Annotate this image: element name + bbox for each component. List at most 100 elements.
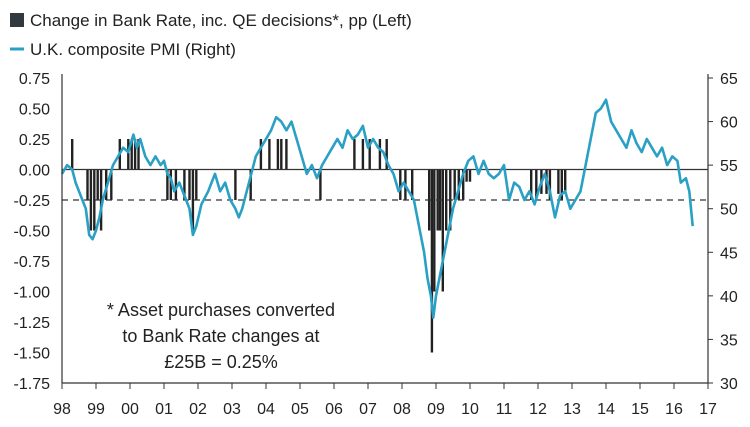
bank-rate-bar: [96, 169, 99, 200]
bank-rate-bar: [441, 169, 444, 292]
bank-rate-bar: [280, 139, 283, 170]
pmi-line: [60, 98, 694, 319]
bank-rate-bar: [530, 169, 533, 200]
right-axis: 65 60 55 50 45 40 35 30: [708, 71, 738, 393]
x-tick-label: 00: [121, 401, 139, 418]
plot-frame: [61, 74, 709, 384]
annotation-line-2: to Bank Rate changes at: [122, 326, 319, 346]
bank-rate-bar: [368, 139, 371, 170]
bank-rate-bar: [137, 139, 140, 170]
bank-rate-bar: [268, 139, 271, 170]
annotation-line-1: * Asset purchases converted: [107, 300, 335, 320]
annotation-line-3: £25B = 0.25%: [164, 352, 278, 372]
bank-rate-bar: [174, 169, 178, 200]
bank-rate-bar: [453, 169, 456, 200]
left-tick-label: 0.00: [19, 163, 50, 180]
x-tick-label: 10: [461, 401, 479, 418]
bank-rate-bar: [234, 169, 237, 200]
bank-rate-bar: [378, 139, 382, 170]
legend: Change in Bank Rate, inc. QE decisions*,…: [10, 11, 412, 59]
bank-rate-bar: [110, 169, 113, 200]
left-tick-label: -0.25: [14, 193, 51, 210]
bank-rate-bar: [86, 169, 89, 200]
bank-rate-bar: [433, 169, 436, 292]
x-tick-label: 13: [563, 401, 581, 418]
bank-rate-bar: [462, 169, 465, 200]
legend-label-pmi: U.K. composite PMI (Right): [30, 40, 236, 59]
bank-rate-bar: [385, 139, 388, 170]
left-tick-label: -1.50: [14, 346, 51, 363]
x-tick-label: 17: [699, 401, 717, 418]
left-tick-label: 0.25: [19, 132, 50, 149]
right-tick-label: 45: [720, 245, 738, 262]
right-tick-label: 60: [720, 115, 738, 132]
x-tick-label: 12: [529, 401, 547, 418]
x-tick-label: 98: [53, 401, 71, 418]
legend-swatch-bank-rate: [10, 13, 24, 27]
right-tick-label: 50: [720, 202, 738, 219]
x-tick-label: 06: [325, 401, 343, 418]
bank-rate-bar: [191, 169, 195, 231]
left-tick-label: -1.75: [14, 376, 51, 393]
left-tick-label: 0.75: [19, 71, 50, 88]
bank-rate-bar: [319, 169, 322, 200]
right-tick-label: 30: [720, 376, 738, 393]
bank-rate-bar: [259, 139, 263, 170]
bank-rate-bar: [285, 139, 288, 170]
x-tick-label: 04: [257, 401, 275, 418]
bank-rate-bar: [93, 169, 96, 231]
x-tick-label: 07: [359, 401, 377, 418]
bank-rate-bar: [445, 169, 448, 231]
bank-rate-bar: [564, 169, 567, 194]
x-tick-label: 11: [496, 401, 513, 418]
x-axis: 98 99 00 01 02 03 04 05 06 07 08 09 10 11 12 13 14 15 16 17: [53, 383, 717, 418]
bank-rate-bar: [89, 169, 93, 231]
bank-rate-bar: [127, 139, 130, 170]
left-tick-label: -1.00: [14, 285, 51, 302]
bank-rate-bar: [169, 169, 172, 200]
bank-rate-bar: [183, 169, 186, 200]
bank-rate-bar: [557, 169, 560, 194]
annotation: * Asset purchases converted to Bank Rate…: [107, 300, 335, 372]
legend-label-bank-rate: Change in Bank Rate, inc. QE decisions*,…: [30, 11, 412, 30]
legend-item-bank-rate: Change in Bank Rate, inc. QE decisions*,…: [10, 11, 412, 30]
left-tick-label: 0.50: [19, 102, 50, 119]
bank-rate-bar: [560, 169, 563, 200]
bank-rate-bar: [411, 169, 414, 200]
x-tick-label: 99: [87, 401, 105, 418]
bank-rate-bar: [195, 169, 198, 200]
right-tick-label: 65: [720, 71, 738, 88]
x-tick-label: 08: [393, 401, 411, 418]
bank-rate-bar: [465, 169, 468, 182]
left-tick-label: -1.25: [14, 315, 51, 332]
left-tick-label: -0.50: [14, 224, 51, 241]
bank-rate-bar: [399, 169, 402, 200]
bank-rate-bar: [99, 169, 103, 231]
bank-rate-bar: [548, 169, 552, 200]
x-tick-label: 15: [631, 401, 649, 418]
x-tick-label: 02: [189, 401, 207, 418]
bank-rate-bar: [71, 139, 74, 170]
bank-rate-bar: [535, 169, 538, 200]
x-tick-label: 01: [155, 401, 173, 418]
bank-rate-bar: [166, 169, 169, 200]
left-tick-label: -0.75: [14, 254, 51, 271]
right-tick-label: 55: [720, 158, 738, 175]
left-axis: 0.75 0.50 0.25 0.00 -0.25 -0.50 -0.75 -1.00 -1.2…: [14, 71, 51, 393]
bank-rate-bar: [468, 169, 472, 182]
right-tick-label: 35: [720, 332, 738, 349]
x-tick-label: 14: [597, 401, 615, 418]
x-tick-label: 09: [427, 401, 445, 418]
bank-rate-bar: [430, 169, 434, 353]
bank-rate-bar: [249, 169, 252, 200]
legend-item-pmi: U.K. composite PMI (Right): [10, 40, 236, 59]
bank-rate-bar: [188, 169, 191, 200]
bank-rate-bar: [361, 139, 365, 170]
x-tick-label: 03: [223, 401, 241, 418]
x-tick-label: 16: [665, 401, 683, 418]
bank-rate-bar: [276, 139, 280, 170]
bank-rate-bar: [133, 139, 137, 170]
x-tick-label: 05: [291, 401, 309, 418]
bank-rate-bar: [353, 139, 356, 170]
